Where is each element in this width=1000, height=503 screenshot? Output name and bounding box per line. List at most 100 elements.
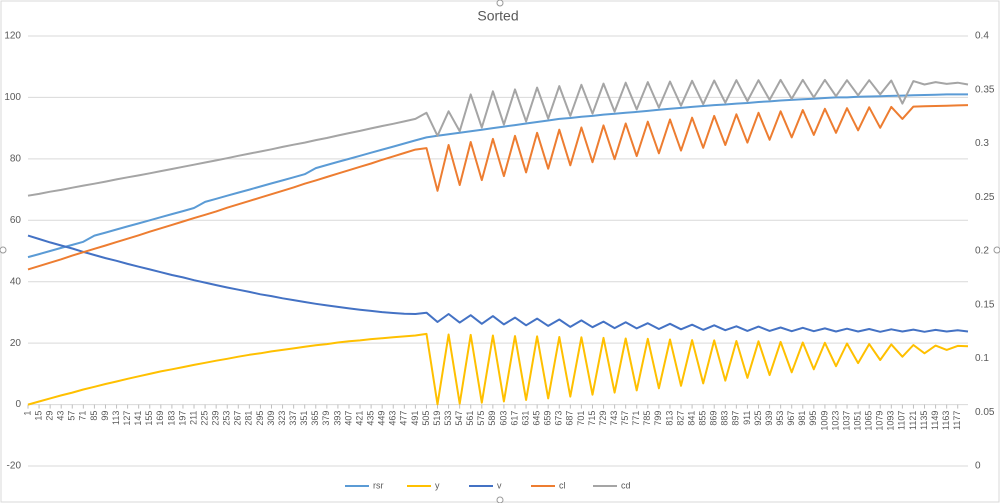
x-tick-label: 407 [343, 411, 353, 426]
x-tick-label: 253 [222, 411, 232, 426]
y2-tick-label: 0.15 [975, 299, 995, 310]
x-tick-label: 575 [476, 411, 486, 426]
x-tick-label: 897 [731, 411, 741, 426]
x-tick-label: 1135 [919, 411, 929, 430]
x-tick-label: 519 [432, 411, 442, 426]
x-tick-label: 211 [188, 411, 198, 425]
x-tick-label: 393 [332, 411, 342, 426]
x-tick-label: 911 [742, 411, 752, 425]
x-tick-label: 729 [598, 411, 608, 426]
series-line [27, 93, 968, 259]
y-tick-label: 20 [10, 338, 22, 349]
x-tick-label: 43 [56, 411, 66, 421]
series-line [27, 234, 969, 333]
y-tick-label: -20 [7, 461, 22, 472]
x-tick-label: 925 [753, 411, 763, 426]
x-tick-label: 99 [100, 411, 110, 421]
y-tick-label: 80 [10, 153, 22, 164]
y2-tick-label: 0.25 [975, 192, 995, 203]
x-tick-label: 855 [698, 411, 708, 426]
y-tick-label: 100 [4, 92, 21, 103]
x-tick-label: 1149 [930, 411, 940, 430]
x-tick-label: 1037 [841, 411, 851, 431]
x-tick-label: 155 [144, 411, 154, 426]
resize-handle [496, 496, 504, 503]
x-tick-label: 687 [565, 411, 575, 426]
legend-label: y [435, 480, 440, 490]
x-tick-label: 1009 [819, 411, 829, 431]
x-tick-label: 673 [554, 411, 564, 426]
x-tick-label: 799 [653, 411, 663, 426]
x-tick-label: 169 [155, 411, 165, 426]
x-tick-label: 225 [199, 411, 209, 426]
resize-handle [993, 246, 1000, 254]
x-tick-label: 29 [45, 411, 55, 421]
y2-tick-label: 0.1 [975, 353, 989, 364]
x-tick-label: 1 [22, 411, 32, 416]
x-tick-label: 841 [686, 411, 696, 426]
x-tick-label: 533 [443, 411, 453, 426]
legend-label: rsr [373, 480, 384, 490]
x-tick-label: 995 [808, 411, 818, 426]
x-tick-label: 631 [520, 411, 530, 426]
y-tick-label: 60 [10, 215, 22, 226]
legend-label: cd [621, 480, 631, 490]
chart-title: Sorted [477, 8, 518, 24]
x-tick-label: 883 [720, 411, 730, 426]
y2-tick-label: 0.35 [975, 84, 995, 95]
x-tick-label: 197 [177, 411, 187, 426]
series-line [27, 104, 969, 271]
x-tick-label: 757 [620, 411, 630, 426]
x-tick-label: 505 [421, 411, 431, 426]
x-tick-label: 715 [587, 411, 597, 426]
series-line [27, 78, 969, 197]
x-tick-label: 379 [321, 411, 331, 426]
x-tick-label: 561 [465, 411, 475, 426]
x-tick-label: 309 [266, 411, 276, 426]
y2-tick-label: 0.3 [975, 138, 989, 149]
x-tick-label: 57 [67, 411, 77, 421]
x-tick-label: 939 [764, 411, 774, 426]
x-tick-label: 617 [509, 411, 519, 426]
x-tick-label: 477 [399, 411, 409, 426]
x-tick-label: 547 [454, 411, 464, 426]
x-tick-label: 239 [211, 411, 221, 426]
y2-tick-label: 0 [975, 461, 981, 472]
x-tick-label: 1107 [897, 411, 907, 430]
x-tick-label: 1079 [875, 411, 885, 431]
legend-label: cl [559, 480, 566, 490]
legend-label: v [497, 480, 502, 490]
x-tick-label: 15 [33, 411, 43, 421]
x-tick-label: 785 [642, 411, 652, 426]
y2-tick-label: 0.4 [975, 31, 989, 42]
resize-handle [0, 246, 7, 254]
x-tick-label: 1121 [908, 411, 918, 430]
x-tick-label: 295 [255, 411, 265, 426]
x-tick-label: 127 [122, 411, 132, 426]
x-tick-label: 449 [377, 411, 387, 426]
x-tick-label: 281 [244, 411, 254, 426]
x-tick-label: 113 [111, 411, 121, 425]
x-tick-label: 743 [609, 411, 619, 426]
x-tick-label: 1051 [852, 411, 862, 431]
x-tick-label: 435 [365, 411, 375, 426]
x-tick-label: 953 [775, 411, 785, 426]
x-tick-label: 827 [675, 411, 685, 426]
x-tick-label: 337 [288, 411, 298, 426]
x-tick-label: 1177 [952, 411, 962, 430]
y-tick-label: 0 [15, 399, 21, 410]
x-tick-label: 1163 [941, 411, 951, 430]
x-tick-label: 421 [354, 411, 364, 426]
x-tick-label: 869 [709, 411, 719, 426]
x-tick-label: 645 [532, 411, 542, 426]
x-tick-label: 323 [277, 411, 287, 426]
y-tick-label: 40 [10, 276, 22, 287]
x-tick-label: 967 [786, 411, 796, 426]
x-tick-label: 351 [299, 411, 309, 426]
x-tick-label: 141 [133, 411, 143, 426]
y-tick-label: 120 [4, 31, 21, 42]
x-tick-label: 701 [576, 411, 586, 426]
x-tick-label: 85 [89, 411, 99, 421]
y2-tick-label: 0.05 [975, 407, 995, 418]
